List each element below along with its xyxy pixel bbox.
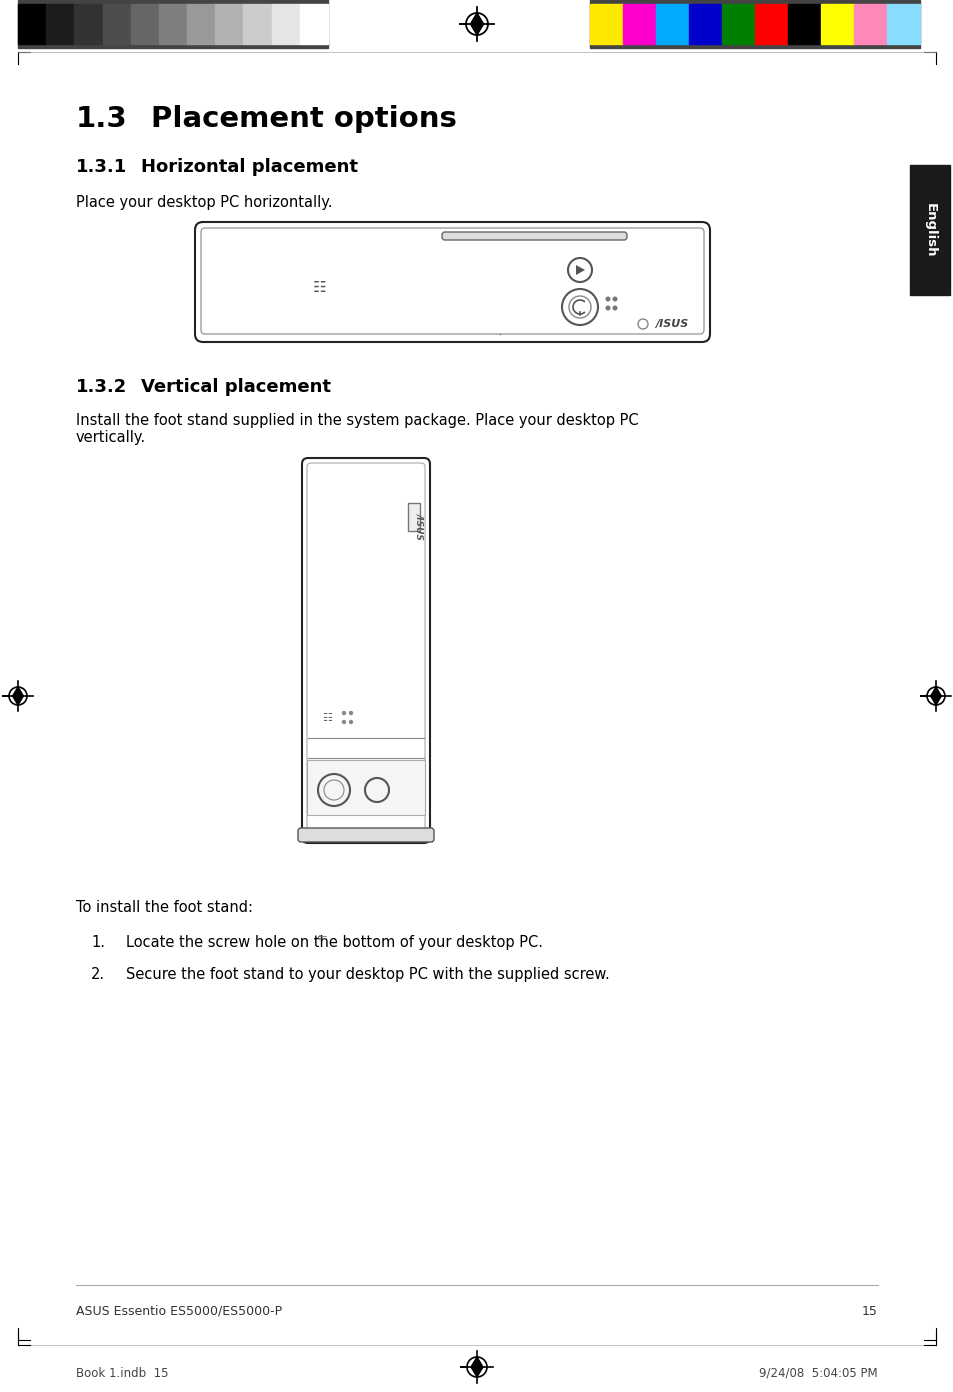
Bar xyxy=(909,166,949,295)
Bar xyxy=(299,4,328,45)
Bar xyxy=(754,4,787,45)
Bar xyxy=(656,4,688,45)
Bar xyxy=(589,4,622,45)
Text: /ISUS: /ISUS xyxy=(416,514,424,540)
FancyBboxPatch shape xyxy=(302,458,430,844)
Polygon shape xyxy=(12,688,24,704)
Bar xyxy=(74,4,102,45)
Circle shape xyxy=(613,298,617,301)
Bar xyxy=(622,4,656,45)
Circle shape xyxy=(613,306,617,310)
Text: Book 1.indb  15: Book 1.indb 15 xyxy=(76,1367,169,1379)
Text: 9/24/08  5:04:05 PM: 9/24/08 5:04:05 PM xyxy=(759,1367,877,1379)
Bar xyxy=(215,4,243,45)
Text: Vertical placement: Vertical placement xyxy=(141,379,331,395)
Text: ☷: ☷ xyxy=(322,713,332,722)
Circle shape xyxy=(349,711,352,714)
Polygon shape xyxy=(576,264,584,276)
Bar xyxy=(408,503,419,530)
Bar xyxy=(721,4,754,45)
Circle shape xyxy=(349,721,352,724)
Bar xyxy=(853,4,886,45)
Bar xyxy=(589,0,919,47)
Bar xyxy=(46,4,74,45)
Bar xyxy=(272,4,299,45)
FancyBboxPatch shape xyxy=(297,828,434,842)
Text: ☷: ☷ xyxy=(313,280,327,295)
Bar xyxy=(131,4,159,45)
Bar xyxy=(787,4,821,45)
Bar xyxy=(243,4,272,45)
Bar xyxy=(688,4,721,45)
Text: ASUS Essentio ES5000/ES5000-P: ASUS Essentio ES5000/ES5000-P xyxy=(76,1306,282,1318)
Circle shape xyxy=(605,298,609,301)
Text: Place your desktop PC horizontally.: Place your desktop PC horizontally. xyxy=(76,195,333,210)
FancyBboxPatch shape xyxy=(307,464,424,838)
Bar xyxy=(307,760,424,814)
Circle shape xyxy=(342,711,345,714)
Text: 1.: 1. xyxy=(91,935,105,949)
Text: English: English xyxy=(923,203,936,258)
Text: Secure the foot stand to your desktop PC with the supplied screw.: Secure the foot stand to your desktop PC… xyxy=(126,967,609,981)
Text: 1.3.1: 1.3.1 xyxy=(76,159,127,175)
Text: Locate the screw hole on the bottom of your desktop PC.: Locate the screw hole on the bottom of y… xyxy=(126,935,542,949)
Text: Placement options: Placement options xyxy=(151,104,456,134)
Polygon shape xyxy=(471,1357,482,1377)
Text: ⇐: ⇐ xyxy=(316,931,327,945)
FancyBboxPatch shape xyxy=(194,221,709,342)
Bar xyxy=(18,0,328,47)
Bar xyxy=(18,4,46,45)
Polygon shape xyxy=(470,13,483,35)
Circle shape xyxy=(605,306,609,310)
Bar xyxy=(886,4,919,45)
Text: To install the foot stand:: To install the foot stand: xyxy=(76,901,253,915)
Text: 15: 15 xyxy=(862,1306,877,1318)
Bar xyxy=(102,4,131,45)
FancyBboxPatch shape xyxy=(441,232,626,239)
Text: Install the foot stand supplied in the system package. Place your desktop PC
ver: Install the foot stand supplied in the s… xyxy=(76,413,638,445)
Text: Horizontal placement: Horizontal placement xyxy=(141,159,357,175)
Bar xyxy=(187,4,215,45)
Bar xyxy=(821,4,853,45)
FancyBboxPatch shape xyxy=(201,228,703,334)
Text: 1.3.2: 1.3.2 xyxy=(76,379,127,395)
Circle shape xyxy=(342,721,345,724)
Polygon shape xyxy=(929,688,941,704)
Text: 2.: 2. xyxy=(91,967,105,981)
Text: /ISUS: /ISUS xyxy=(655,319,687,329)
Bar xyxy=(159,4,187,45)
Text: 1.3: 1.3 xyxy=(76,104,128,134)
